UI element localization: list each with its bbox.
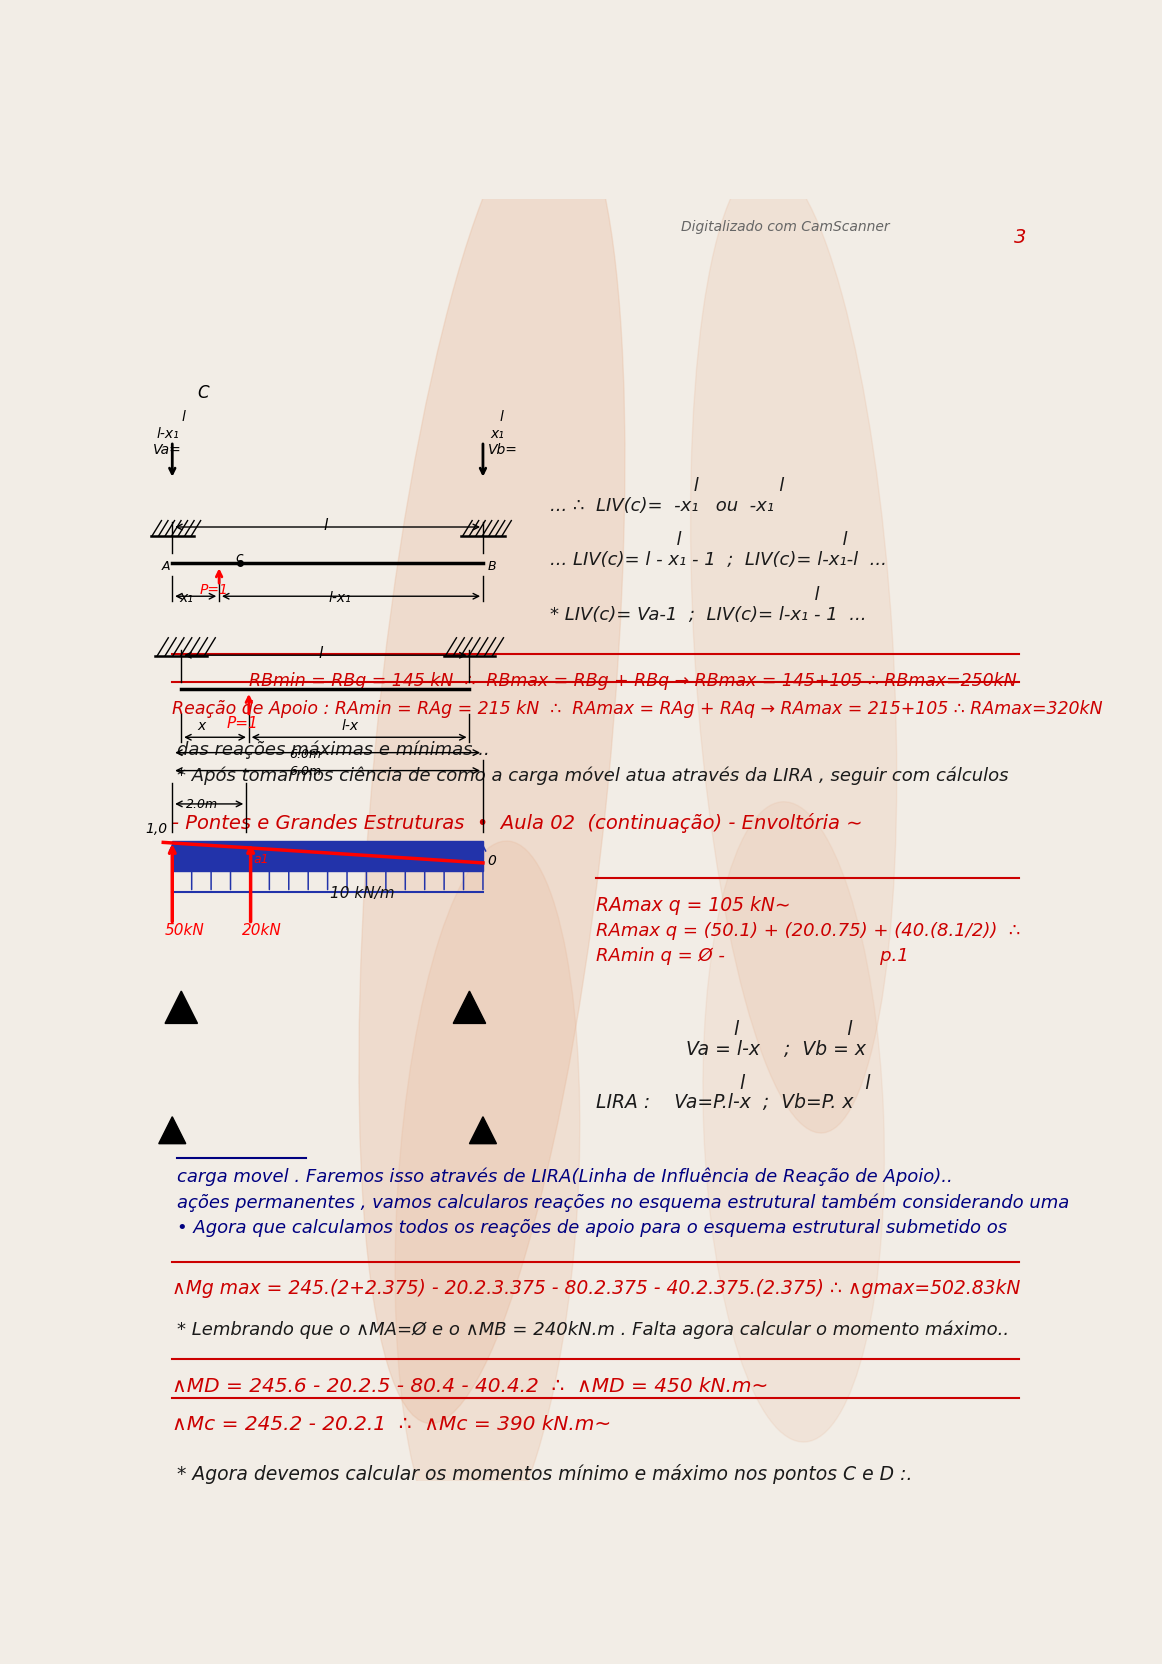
- Text: RAmin q = Ø -                           p.1: RAmin q = Ø - p.1: [595, 947, 909, 965]
- Polygon shape: [159, 1117, 186, 1143]
- Text: ∧Mg max = 245.(2+2.375) - 20.2.3.375 - 80.2.375 - 40.2.375.(2.375) ∴ ∧gmax=502.8: ∧Mg max = 245.(2+2.375) - 20.2.3.375 - 8…: [172, 1278, 1020, 1298]
- Text: P=1: P=1: [227, 716, 258, 730]
- Text: Va = l-x    ;  Vb = x: Va = l-x ; Vb = x: [595, 1038, 866, 1058]
- Polygon shape: [469, 1117, 496, 1143]
- Text: 6.0m: 6.0m: [289, 764, 322, 777]
- Text: x: x: [198, 719, 206, 732]
- Text: l                    l: l l: [595, 1073, 870, 1093]
- Text: RAmax q = 105 kN∼: RAmax q = 105 kN∼: [595, 895, 790, 915]
- Text: LIRA :    Va=P.l-x  ;  Vb=P. x: LIRA : Va=P.l-x ; Vb=P. x: [595, 1093, 853, 1112]
- Polygon shape: [172, 842, 483, 870]
- Text: 20kN: 20kN: [242, 924, 281, 938]
- Text: 1,0: 1,0: [145, 822, 167, 835]
- Text: l: l: [551, 586, 820, 604]
- Text: RBmin = RBg = 145 kN  ∴  RBmax = RBg + RBq → RBmax = 145+105 ∴ RBmax=250kN: RBmin = RBg = 145 kN ∴ RBmax = RBg + RBq…: [172, 671, 1017, 689]
- Text: c: c: [235, 551, 243, 564]
- Text: A: A: [162, 559, 170, 572]
- Text: 2.0m: 2.0m: [186, 797, 218, 810]
- Ellipse shape: [359, 103, 625, 1424]
- Text: * Agora devemos calcular os momentos mínimo e máximo nos pontos C e D :.: * Agora devemos calcular os momentos mín…: [177, 1463, 912, 1483]
- Text: l-x₁: l-x₁: [329, 591, 351, 604]
- Text: l: l: [181, 409, 185, 424]
- Text: l-x: l-x: [342, 719, 358, 732]
- Text: l: l: [500, 409, 503, 424]
- Text: Reação de Apoio : RAmin = RAg = 215 kN  ∴  RAmax = RAg + RAq → RAmax = 215+105 ∴: Reação de Apoio : RAmin = RAg = 215 kN ∴…: [172, 699, 1103, 717]
- Text: Digitalizado com CamScanner: Digitalizado com CamScanner: [681, 220, 890, 235]
- Text: l                  l: l l: [595, 1020, 852, 1038]
- Polygon shape: [453, 992, 486, 1023]
- Polygon shape: [165, 992, 198, 1023]
- Text: - Pontes e Grandes Estruturas  •  Aula 02  (continuação) - Envoltória ∼: - Pontes e Grandes Estruturas • Aula 02 …: [172, 812, 863, 832]
- Text: l              l: l l: [551, 476, 784, 494]
- Text: ∧MD = 245.6 - 20.2.5 - 80.4 - 40.4.2  ∴  ∧MD = 450 kN.m∼: ∧MD = 245.6 - 20.2.5 - 80.4 - 40.4.2 ∴ ∧…: [172, 1376, 768, 1394]
- Text: 50kN: 50kN: [165, 924, 205, 938]
- Text: ∧Mc = 245.2 - 20.2.1  ∴  ∧Mc = 390 kN.m∼: ∧Mc = 245.2 - 20.2.1 ∴ ∧Mc = 390 kN.m∼: [172, 1414, 611, 1433]
- Text: l-x₁: l-x₁: [156, 426, 179, 441]
- Text: Va=: Va=: [152, 443, 181, 458]
- Text: a1: a1: [253, 852, 268, 865]
- Text: 3: 3: [1014, 228, 1027, 246]
- Text: ... ∴  LIV(c)=  -x₁   ou  -x₁: ... ∴ LIV(c)= -x₁ ou -x₁: [551, 498, 775, 514]
- Text: * LIV(c)= Va-1  ;  LIV(c)= l-x₁ - 1  ...: * LIV(c)= Va-1 ; LIV(c)= l-x₁ - 1 ...: [551, 606, 867, 624]
- Text: l: l: [318, 646, 322, 661]
- Text: RAmax q = (50.1) + (20.0.75) + (40.(8.1/2))  ∴: RAmax q = (50.1) + (20.0.75) + (40.(8.1/…: [595, 922, 1020, 938]
- Text: l: l: [323, 518, 328, 532]
- Text: * Lembrando que o ∧MA=Ø e o ∧MB = 240kN.m . Falta agora calcular o momento máxim: * Lembrando que o ∧MA=Ø e o ∧MB = 240kN.…: [177, 1320, 1009, 1338]
- Text: Vb=: Vb=: [488, 443, 517, 458]
- Text: C: C: [198, 384, 209, 403]
- Ellipse shape: [690, 163, 897, 1133]
- Text: B: B: [488, 559, 496, 572]
- Text: * Após tomarmos ciência de como a carga móvel atua através da LIRA , seguir com : * Após tomarmos ciência de como a carga …: [177, 765, 1009, 784]
- Ellipse shape: [395, 842, 580, 1556]
- Text: 10 kN/m: 10 kN/m: [330, 885, 394, 900]
- Text: 0: 0: [488, 854, 496, 867]
- Text: carga movel . Faremos isso através de LIRA(Linha de Influência de Reação de Apoi: carga movel . Faremos isso através de LI…: [177, 1166, 953, 1185]
- Text: • Agora que calculamos todos os reações de apoio para o esquema estrutural subme: • Agora que calculamos todos os reações …: [177, 1218, 1007, 1236]
- Text: das reações máximas e mínimas ..: das reações máximas e mínimas ..: [177, 740, 489, 759]
- Text: x₁: x₁: [179, 591, 193, 604]
- Text: l                            l: l l: [551, 531, 848, 547]
- Ellipse shape: [703, 802, 884, 1443]
- Text: P=1: P=1: [200, 582, 228, 597]
- Text: ... LIV(c)= l - x₁ - 1  ;  LIV(c)= l-x₁-l  ...: ... LIV(c)= l - x₁ - 1 ; LIV(c)= l-x₁-l …: [551, 551, 888, 569]
- Text: x₁: x₁: [490, 426, 504, 441]
- Text: ações permanentes , vamos calcularos reações no esquema estrutural também consid: ações permanentes , vamos calcularos rea…: [177, 1193, 1069, 1211]
- Text: 6.0m: 6.0m: [289, 747, 322, 760]
